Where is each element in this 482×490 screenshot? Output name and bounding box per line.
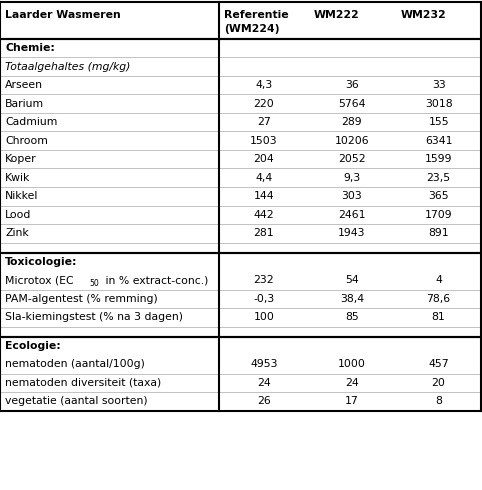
Text: 78,6: 78,6	[427, 294, 451, 304]
Text: 50: 50	[89, 279, 99, 288]
Text: nematoden diversiteit (taxa): nematoden diversiteit (taxa)	[5, 378, 161, 388]
Text: 281: 281	[254, 228, 274, 238]
Text: 5764: 5764	[338, 99, 366, 109]
Text: 4,4: 4,4	[255, 173, 272, 183]
Text: Chemie:: Chemie:	[5, 43, 55, 53]
Text: vegetatie (aantal soorten): vegetatie (aantal soorten)	[5, 396, 147, 406]
Text: 442: 442	[254, 210, 274, 220]
Text: Zink: Zink	[5, 228, 29, 238]
Text: 38,4: 38,4	[340, 294, 364, 304]
Text: Microtox (EC: Microtox (EC	[5, 275, 74, 285]
Text: 20: 20	[432, 378, 445, 388]
Text: 54: 54	[345, 275, 359, 285]
Text: 23,5: 23,5	[427, 173, 451, 183]
Text: WM222: WM222	[313, 10, 359, 20]
Text: 24: 24	[345, 378, 359, 388]
Text: 10206: 10206	[335, 136, 369, 146]
Text: Toxicologie:: Toxicologie:	[5, 257, 78, 267]
Text: 8: 8	[435, 396, 442, 406]
Text: 4,3: 4,3	[255, 80, 272, 90]
Text: Koper: Koper	[5, 154, 37, 164]
Text: -0,3: -0,3	[253, 294, 275, 304]
Text: 6341: 6341	[425, 136, 453, 146]
Text: 9,3: 9,3	[343, 173, 361, 183]
Text: 33: 33	[432, 80, 445, 90]
Text: 81: 81	[432, 312, 445, 322]
Text: Cadmium: Cadmium	[5, 117, 57, 127]
Text: Totaalgehaltes (mg/kg): Totaalgehaltes (mg/kg)	[5, 62, 130, 72]
Text: Laarder Wasmeren: Laarder Wasmeren	[5, 10, 121, 21]
Text: 2052: 2052	[338, 154, 366, 164]
Text: 1943: 1943	[338, 228, 366, 238]
Text: 85: 85	[345, 312, 359, 322]
Text: 303: 303	[341, 191, 362, 201]
Text: Referentie: Referentie	[224, 10, 289, 20]
Text: 1599: 1599	[425, 154, 453, 164]
Text: 1000: 1000	[338, 359, 366, 369]
Text: PAM-algentest (% remming): PAM-algentest (% remming)	[5, 294, 158, 304]
Text: Chroom: Chroom	[5, 136, 48, 146]
Text: 2461: 2461	[338, 210, 366, 220]
Text: Ecologie:: Ecologie:	[5, 341, 61, 351]
Text: 457: 457	[428, 359, 449, 369]
Text: 27: 27	[257, 117, 271, 127]
Text: Sla-kiemingstest (% na 3 dagen): Sla-kiemingstest (% na 3 dagen)	[5, 312, 183, 322]
Text: 289: 289	[342, 117, 362, 127]
Text: 891: 891	[428, 228, 449, 238]
Text: 1709: 1709	[425, 210, 453, 220]
Text: 204: 204	[254, 154, 274, 164]
Text: 17: 17	[345, 396, 359, 406]
Text: in % extract-conc.): in % extract-conc.)	[102, 275, 208, 285]
Text: Kwik: Kwik	[5, 173, 30, 183]
Text: 26: 26	[257, 396, 271, 406]
Text: Barium: Barium	[5, 99, 44, 109]
Text: Arseen: Arseen	[5, 80, 43, 90]
Text: 144: 144	[254, 191, 274, 201]
Text: 24: 24	[257, 378, 271, 388]
Text: 4953: 4953	[250, 359, 278, 369]
Text: Nikkel: Nikkel	[5, 191, 39, 201]
Text: 1503: 1503	[250, 136, 278, 146]
Text: nematoden (aantal/100g): nematoden (aantal/100g)	[5, 359, 145, 369]
Text: 365: 365	[428, 191, 449, 201]
Text: 232: 232	[254, 275, 274, 285]
Text: 3018: 3018	[425, 99, 453, 109]
Text: 4: 4	[435, 275, 442, 285]
Text: 155: 155	[428, 117, 449, 127]
Text: 36: 36	[345, 80, 359, 90]
Text: Lood: Lood	[5, 210, 31, 220]
Text: WM232: WM232	[400, 10, 446, 20]
Text: (WM224): (WM224)	[224, 24, 280, 34]
Text: 220: 220	[254, 99, 274, 109]
Text: 100: 100	[254, 312, 274, 322]
